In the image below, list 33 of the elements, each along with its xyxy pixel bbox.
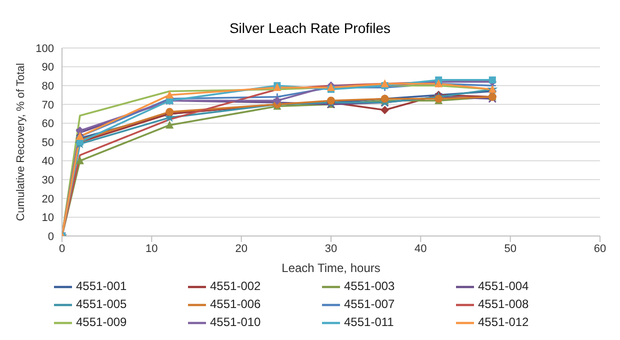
- y-tick-label: 100: [36, 42, 54, 55]
- x-tick-label: 30: [324, 242, 338, 255]
- legend-label: 4551-004: [478, 279, 529, 294]
- legend-label: 4551-006: [210, 297, 261, 312]
- x-axis-title: Leach Time, hours: [282, 261, 380, 275]
- x-tick-label: 10: [146, 242, 158, 255]
- x-tick-label: 0: [58, 242, 66, 255]
- x-tick-label: 60: [594, 242, 606, 255]
- y-tick-label: 10: [42, 212, 54, 224]
- legend-label: 4551-010: [210, 315, 261, 330]
- chart-title: Silver Leach Rate Profiles: [228, 19, 392, 38]
- y-tick-label: 30: [42, 174, 54, 187]
- legend-label: 4551-009: [76, 315, 127, 330]
- y-tick-label: 60: [42, 118, 54, 130]
- y-tick-label: 80: [42, 80, 54, 93]
- y-tick-label: 40: [42, 156, 54, 168]
- legend-label: 4551-011: [344, 315, 394, 330]
- y-tick-label: 20: [42, 193, 54, 206]
- y-tick-label: 90: [42, 62, 54, 74]
- legend-label: 4551-002: [210, 279, 261, 294]
- legend-label: 4551-003: [344, 279, 395, 294]
- legend-label: 4551-007: [344, 297, 395, 312]
- legend-label: 4551-001: [76, 279, 127, 294]
- x-tick-label: 20: [235, 242, 248, 255]
- legend-label: 4551-005: [76, 297, 127, 312]
- y-axis-title: Cumulative Recovery, % of Total: [14, 63, 27, 221]
- x-tick-label: 40: [414, 242, 427, 255]
- legend-label: 4551-008: [478, 297, 529, 312]
- legend-label: 4551-012: [478, 315, 529, 330]
- x-tick-label: 50: [504, 242, 516, 255]
- y-tick-label: 70: [42, 99, 54, 112]
- y-tick-label: 50: [42, 136, 54, 149]
- y-tick-label: 0: [48, 230, 54, 243]
